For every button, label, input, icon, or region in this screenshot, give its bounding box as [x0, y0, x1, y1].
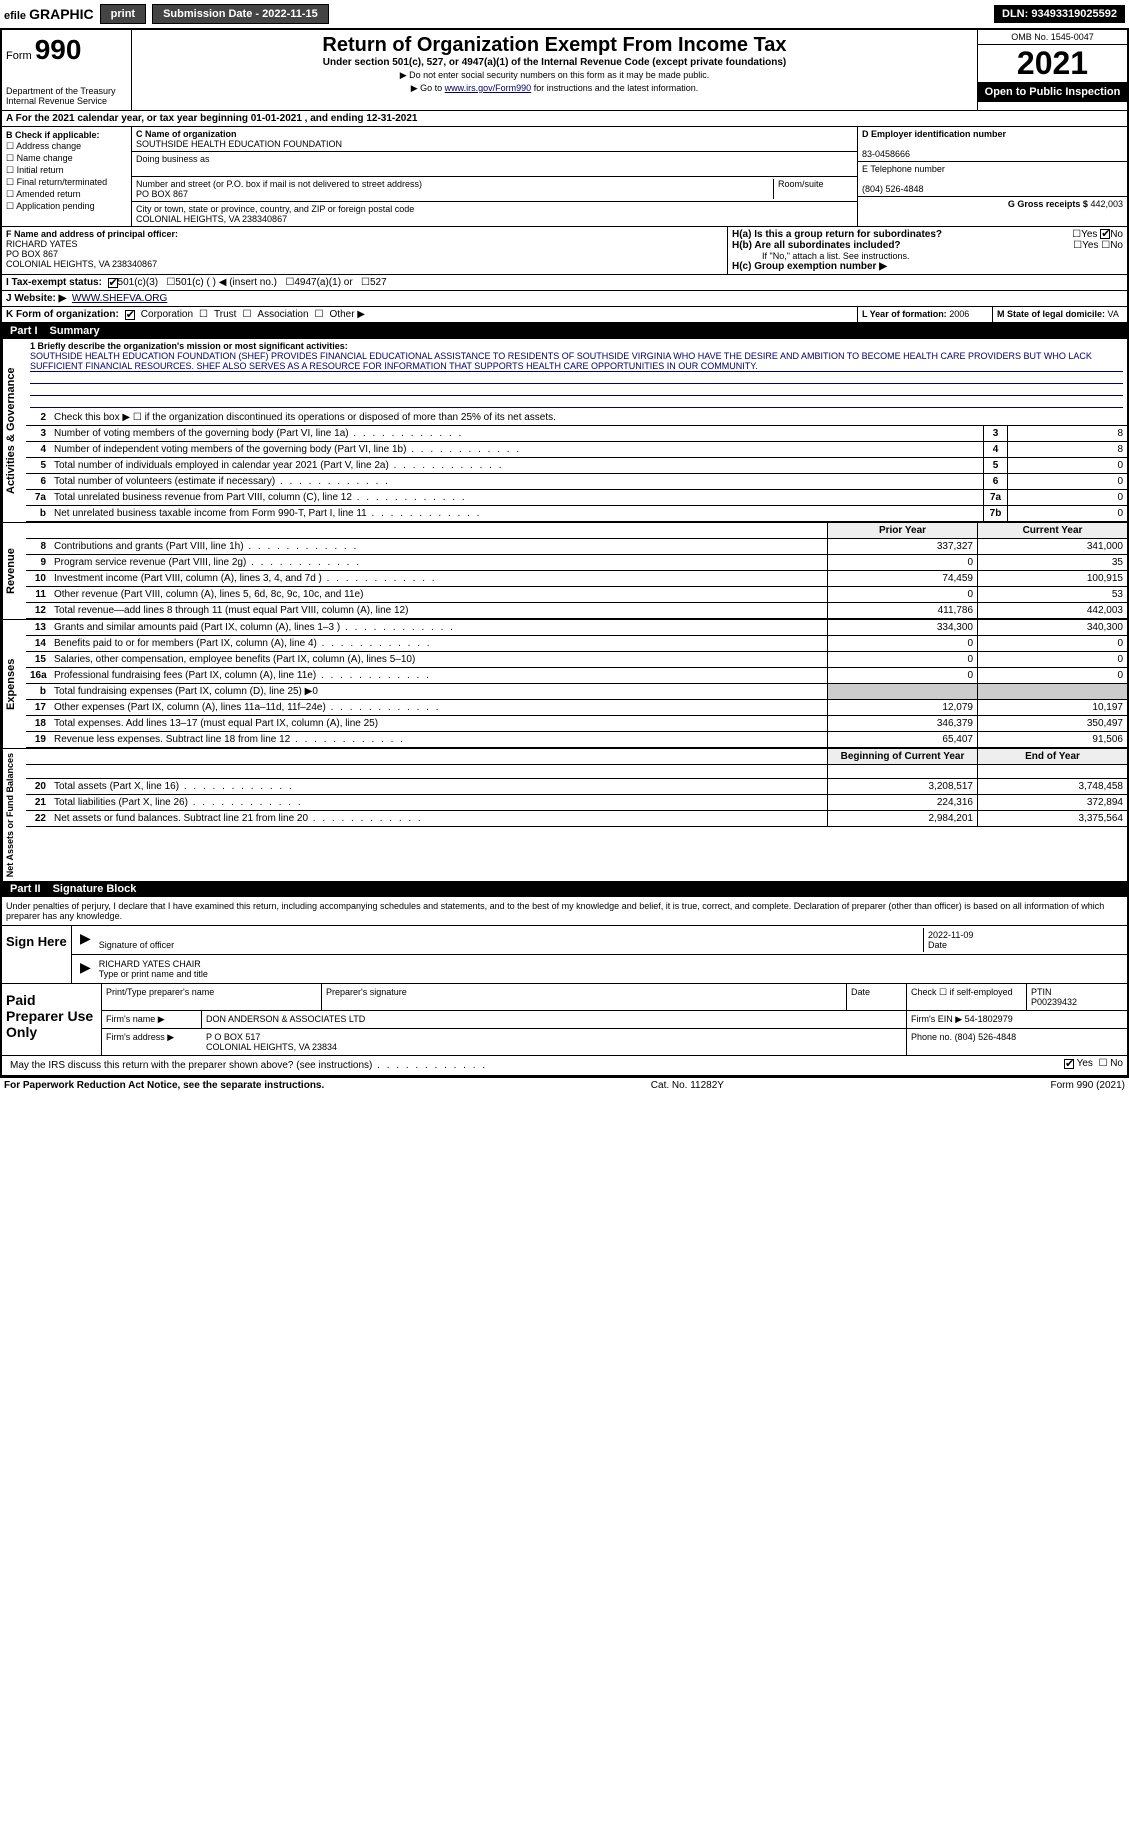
arrow-icon: ▶ — [76, 928, 95, 952]
name-block: C Name of organizationSOUTHSIDE HEALTH E… — [132, 127, 857, 226]
efile-label: efile GRAPHIC — [4, 6, 94, 22]
submission-date-button[interactable]: Submission Date - 2022-11-15 — [152, 4, 329, 24]
legal-col: L Year of formation: 2006 M State of leg… — [857, 307, 1127, 322]
page-title: Return of Organization Exempt From Incom… — [136, 34, 973, 57]
title-box: Return of Organization Exempt From Incom… — [132, 30, 977, 110]
footer: For Paperwork Reduction Act Notice, see … — [0, 1077, 1129, 1093]
paid-preparer-label: Paid Preparer Use Only — [2, 984, 102, 1055]
sig-declaration: Under penalties of perjury, I declare th… — [2, 897, 1127, 925]
website-link[interactable]: WWW.SHEFVA.ORG — [72, 293, 167, 304]
group-return-block: H(a) Is this a group return for subordin… — [727, 227, 1127, 274]
side-activities: Activities & Governance — [2, 339, 26, 522]
print-button[interactable]: print — [100, 4, 146, 24]
right-column: D Employer identification number83-04586… — [857, 127, 1127, 226]
part2-header: Part IISignature Block — [2, 881, 1127, 897]
website-row: J Website: ▶ WWW.SHEFVA.ORG — [2, 291, 1127, 307]
discuss-row: May the IRS discuss this return with the… — [2, 1055, 1127, 1075]
period-line: A For the 2021 calendar year, or tax yea… — [2, 111, 1127, 127]
side-revenue: Revenue — [2, 523, 26, 619]
tax-status-row: I Tax-exempt status: 501(c)(3) ☐ 501(c) … — [2, 275, 1127, 291]
form-org-row: K Form of organization: Corporation ☐ Tr… — [2, 307, 857, 322]
arrow-icon: ▶ — [76, 957, 95, 981]
form-number-box: Form 990 Department of the Treasury Inte… — [2, 30, 132, 110]
check-column-b: B Check if applicable: ☐ Address change … — [2, 127, 132, 226]
part1-header: Part ISummary — [2, 323, 1127, 339]
officer-block: F Name and address of principal officer:… — [2, 227, 727, 274]
side-netassets: Net Assets or Fund Balances — [2, 749, 26, 881]
dln-label: DLN: 93493319025592 — [994, 5, 1125, 23]
side-expenses: Expenses — [2, 620, 26, 748]
year-box: OMB No. 1545-0047 2021 Open to Public In… — [977, 30, 1127, 110]
sign-here-label: Sign Here — [2, 926, 72, 983]
mission-block: 1 Briefly describe the organization's mi… — [26, 339, 1127, 410]
irs-link[interactable]: www.irs.gov/Form990 — [445, 83, 532, 93]
